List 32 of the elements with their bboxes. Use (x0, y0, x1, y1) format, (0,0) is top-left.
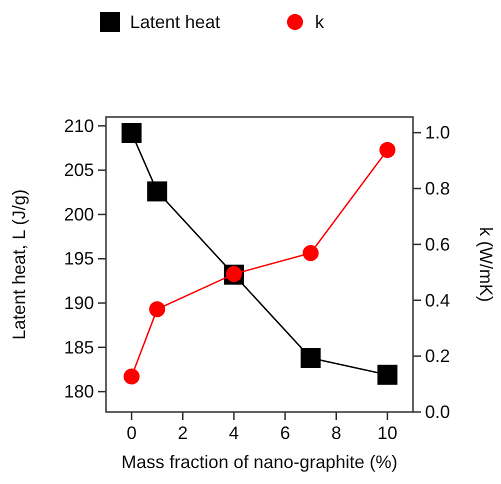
y2-tick-label: 1.0 (425, 122, 450, 143)
x-tick-label: 2 (178, 423, 188, 443)
y-tick-label: 190 (64, 293, 94, 314)
x-axis-title: Mass fraction of nano-graphite (%) (121, 452, 398, 472)
legend-label: Latent heat (130, 12, 220, 32)
x-tick-label: 4 (228, 423, 239, 443)
y-tick-label: 210 (64, 116, 94, 136)
point (377, 364, 398, 385)
point (302, 245, 319, 262)
y2-tick-label: 0.6 (425, 234, 450, 254)
x-tick-label: 10 (377, 423, 398, 443)
y-tick-label: 185 (64, 337, 94, 358)
point (124, 368, 140, 385)
x-tick-label: 8 (331, 423, 342, 443)
y2-tick-label: 0.8 (425, 178, 450, 199)
legend-label: k (315, 12, 325, 32)
y2-tick-label: 0.0 (425, 402, 450, 422)
point (147, 181, 168, 202)
y2-tick-label: 0.4 (425, 290, 450, 310)
y2-axis-title: k (W/mK) (476, 227, 496, 302)
y-tick-label: 200 (64, 204, 94, 224)
y-tick-label: 205 (64, 160, 94, 180)
point (149, 301, 166, 318)
y-tick-label: 195 (64, 248, 94, 269)
y2-tick-label: 0.2 (425, 346, 450, 366)
point (122, 122, 142, 143)
x-tick-label: 6 (280, 423, 290, 443)
x-tick-label: 0 (126, 423, 137, 443)
y-axis-title: Latent heat, L (J/g) (9, 189, 29, 340)
y-tick-label: 180 (64, 382, 94, 402)
point (300, 348, 321, 368)
point (379, 142, 396, 158)
